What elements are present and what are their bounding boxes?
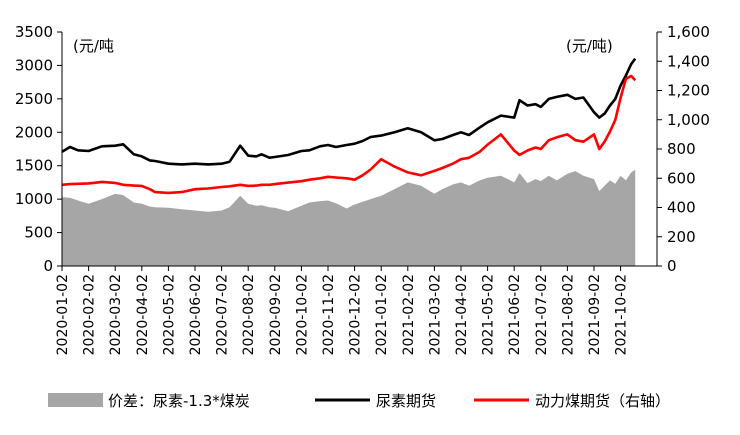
series-line-urea — [61, 57, 637, 166]
y-left-tick-label: 500 — [24, 224, 53, 242]
legend: 价差：尿素-1.3*煤炭 尿素期货 动力煤期货（右轴） — [48, 392, 670, 410]
axes: 0 500 1000 1500 2000 2500 3000 3500 0 200 400 600 80… — [15, 23, 710, 355]
left-axis-unit: (元/吨 — [73, 37, 114, 55]
x-tick-label: 2021-06-02 — [507, 274, 523, 355]
x-tick-label: 2020-08-02 — [241, 274, 257, 355]
y-right-tick-label: 200 — [667, 228, 696, 246]
x-tick-label: 2021-04-02 — [454, 274, 470, 355]
y-right-tick-label: 1,400 — [667, 52, 710, 70]
y-left-tick-label: 0 — [43, 257, 53, 275]
legend-label-urea: 尿素期货 — [376, 392, 436, 410]
y-left-tick-label: 1000 — [15, 190, 53, 208]
series-line-coal — [61, 74, 637, 195]
legend-label-spread: 价差：尿素-1.3*煤炭 — [108, 392, 250, 410]
x-tick-label: 2021-02-02 — [401, 274, 417, 355]
y-right-tick-label: 400 — [667, 199, 696, 217]
y-right-tick-label: 1,600 — [667, 23, 710, 41]
x-tick-label: 2020-07-02 — [215, 274, 231, 355]
x-tick-label: 2021-03-02 — [427, 274, 443, 355]
x-tick-label: 2020-01-02 — [55, 274, 71, 355]
series-area-spread — [62, 169, 636, 266]
y-left-tick-label: 3500 — [15, 23, 53, 41]
x-tick-label: 2020-09-02 — [268, 274, 284, 355]
y-left-tick-label: 2000 — [15, 123, 53, 141]
y-right-tick-label: 1,000 — [667, 111, 710, 129]
x-tick-label: 2021-08-02 — [560, 274, 576, 355]
x-tick-label: 2020-02-02 — [82, 274, 98, 355]
x-tick-label: 2021-05-02 — [481, 274, 497, 355]
x-tick-label: 2020-12-02 — [348, 274, 364, 355]
y-right-tick-label: 0 — [667, 257, 677, 275]
legend-swatch-spread — [48, 393, 103, 407]
x-tick-label: 2021-10-02 — [614, 274, 630, 355]
x-tick-label: 2020-11-02 — [321, 274, 337, 355]
x-tick-label: 2020-05-02 — [161, 274, 177, 355]
y-left-tick-label: 3000 — [15, 56, 53, 74]
x-tick-label: 2020-10-02 — [294, 274, 310, 355]
legend-label-coal: 动力煤期货（右轴） — [535, 392, 670, 410]
y-left-tick-label: 2500 — [15, 90, 53, 108]
y-right-tick-label: 1,200 — [667, 82, 710, 100]
x-tick-label: 2020-03-02 — [108, 274, 124, 355]
y-right-tick-label: 600 — [667, 169, 696, 187]
x-tick-label: 2021-07-02 — [534, 274, 550, 355]
x-tick-label: 2021-09-02 — [587, 274, 603, 355]
x-tick-label: 2020-04-02 — [135, 274, 151, 355]
plot-area — [61, 57, 637, 266]
right-axis-unit: (元/吨) — [566, 37, 613, 55]
x-tick-label: 2021-01-02 — [374, 274, 390, 355]
y-left-tick-label: 1500 — [15, 157, 53, 175]
x-tick-label: 2020-06-02 — [188, 274, 204, 355]
y-right-tick-label: 800 — [667, 140, 696, 158]
